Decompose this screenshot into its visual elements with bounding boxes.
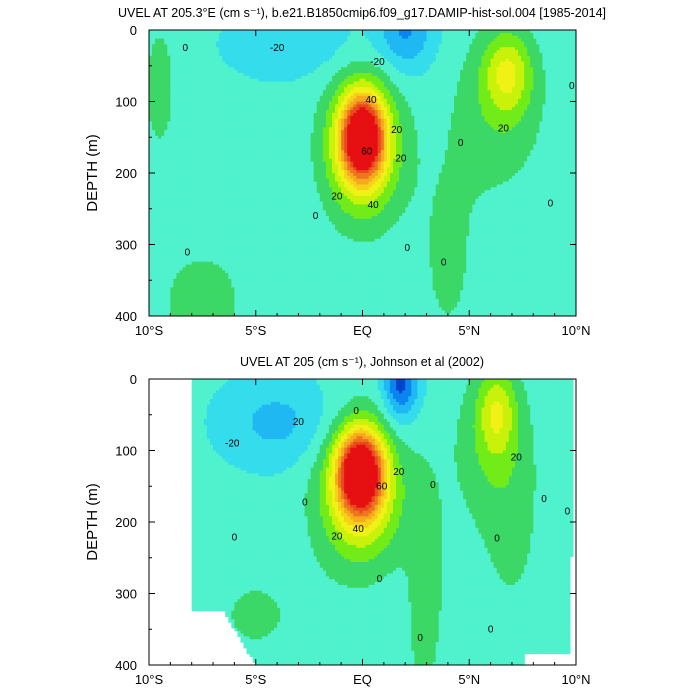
top-panel-y-tick-label: 200 xyxy=(115,166,137,181)
top-panel-contour-label: 0 xyxy=(548,199,554,210)
bottom-panel-y-axis-title: DEPTH (m) xyxy=(84,483,101,561)
bottom-panel-y-tick-label: 0 xyxy=(130,372,137,387)
top-panel-x-tick-label: 5°S xyxy=(245,323,266,338)
bottom-panel-x-tick-label: 5°S xyxy=(245,672,266,687)
top-panel-contour-label: 20 xyxy=(498,124,510,135)
top-panel-contour-label: 20 xyxy=(395,154,407,165)
bottom-panel-y-tick-label: 300 xyxy=(115,587,137,602)
bottom-panel-y-tick-label: 400 xyxy=(115,658,137,673)
top-panel-y-tick-label: 0 xyxy=(130,23,137,38)
bottom-panel-contour-label: -20 xyxy=(225,438,240,449)
bottom-panel-x-tick-label: 10°N xyxy=(561,672,590,687)
top-panel-y-tick-label: 300 xyxy=(115,238,137,253)
top-panel-contour-label: -20 xyxy=(270,43,285,54)
top-panel-contour-label: 0 xyxy=(441,257,447,268)
top-panel-y-tick-label: 400 xyxy=(115,309,137,324)
top-panel-field xyxy=(149,30,577,317)
bottom-panel-contour-label: 0 xyxy=(565,506,571,517)
top-panel-contour-label: 0 xyxy=(405,243,411,254)
top-panel-contour-label: 20 xyxy=(391,125,403,136)
bottom-panel-contour-label: 0 xyxy=(494,533,500,544)
top-panel-x-tick-label: EQ xyxy=(353,323,372,338)
chart-title-bottom: UVEL AT 205 (cm s⁻¹), Johnson et al (200… xyxy=(240,355,484,369)
bottom-panel-contour-label: 0 xyxy=(353,406,359,417)
bottom-panel-contour-label: 0 xyxy=(541,494,547,505)
top-panel-contour-label: 0 xyxy=(458,138,464,149)
top-panel-contour-label: 40 xyxy=(368,200,380,211)
chart-title-top: UVEL AT 205.3°E (cm s⁻¹), b.e21.B1850cmi… xyxy=(118,6,606,20)
top-panel-contour-label: 0 xyxy=(569,81,575,92)
top-panel-x-tick-label: 5°N xyxy=(458,323,480,338)
bottom-panel-contour-label: 20 xyxy=(393,467,405,478)
bottom-panel-x-tick-label: 10°S xyxy=(135,672,164,687)
bottom-panel-contour-label: 0 xyxy=(430,480,436,491)
top-panel-y-axis-title: DEPTH (m) xyxy=(84,134,101,212)
bottom-panel-contour-label: 40 xyxy=(353,524,365,535)
top-panel-x-tick-label: 10°S xyxy=(135,323,164,338)
top-panel-contour-label: 60 xyxy=(361,147,373,158)
bottom-panel-x-tick-label: EQ xyxy=(353,672,372,687)
bottom-panel-x-tick-label: 5°N xyxy=(458,672,480,687)
bottom-panel-contour-label: 60 xyxy=(376,481,388,492)
top-panel-contour-label: 0 xyxy=(183,43,189,54)
top-panel-contour-label: 40 xyxy=(365,95,377,106)
top-panel-contour-label: 0 xyxy=(185,247,191,258)
bottom-panel-field xyxy=(192,379,574,666)
bottom-panel-contour-label: 20 xyxy=(511,453,523,464)
top-panel-contour-label: -20 xyxy=(370,57,385,68)
bottom-panel-contour-label: 20 xyxy=(331,531,343,542)
bottom-panel-contour-label: 0 xyxy=(417,633,423,644)
top-panel-y-tick-label: 100 xyxy=(115,95,137,110)
top-panel-contour-label: 20 xyxy=(331,192,343,203)
top-panel-x-tick-label: 10°N xyxy=(561,323,590,338)
top-panel-contour-label: 0 xyxy=(313,211,319,222)
bottom-panel-y-tick-label: 200 xyxy=(115,515,137,530)
bottom-panel-contour-label: 0 xyxy=(488,624,494,635)
bottom-panel-contour-label: 0 xyxy=(302,498,308,509)
bottom-panel-contour-label: 0 xyxy=(377,574,383,585)
bottom-panel-contour-label: 0 xyxy=(232,533,238,544)
bottom-panel-y-tick-label: 100 xyxy=(115,444,137,459)
bottom-panel-contour-label: 20 xyxy=(293,417,305,428)
